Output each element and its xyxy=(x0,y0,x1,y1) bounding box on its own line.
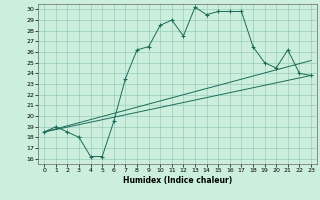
X-axis label: Humidex (Indice chaleur): Humidex (Indice chaleur) xyxy=(123,176,232,185)
